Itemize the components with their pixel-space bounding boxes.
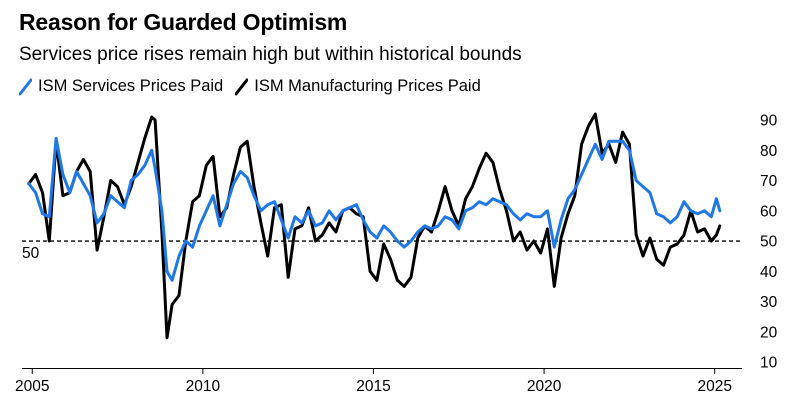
y-tick-label: 70 — [760, 173, 778, 190]
series-layer — [27, 112, 722, 340]
x-tick-label: 2015 — [356, 378, 390, 395]
y-tick-label: 50 — [760, 234, 778, 251]
legend-label-services: ISM Services Prices Paid — [38, 77, 224, 95]
y-tick-label: 60 — [760, 203, 778, 220]
x-tick-label: 2005 — [15, 378, 49, 395]
legend-swatch-manufacturing — [235, 78, 249, 95]
y-tick-label: 30 — [760, 294, 778, 311]
y-tick-label: 80 — [760, 143, 778, 160]
series-line-manufacturing — [27, 112, 722, 340]
y-tick-label: 40 — [760, 264, 778, 281]
reference-line-label: 50 — [22, 245, 40, 262]
chart-subtitle: Services price rises remain high but wit… — [19, 44, 522, 65]
x-tick-label: 2025 — [697, 378, 731, 395]
x-axis: 2005 2010 2015 2020 2025 — [15, 368, 742, 395]
y-tick-label: 10 — [760, 355, 778, 372]
x-tick-label: 2010 — [186, 378, 221, 395]
legend-label-manufacturing: ISM Manufacturing Prices Paid — [254, 77, 481, 95]
series-line-services — [27, 136, 722, 282]
legend-swatch-services — [19, 78, 32, 95]
chart-title: Reason for Guarded Optimism — [19, 9, 348, 35]
legend-item-manufacturing: ISM Manufacturing Prices Paid — [235, 77, 481, 96]
x-tick-label: 2020 — [527, 378, 562, 395]
y-tick-label: 90 — [760, 113, 778, 130]
reference-line-group: 50 — [22, 240, 742, 262]
y-axis: 90 80 70 60 50 40 30 20 10 — [760, 113, 778, 372]
y-tick-label: 20 — [760, 324, 778, 341]
chart-legend: ISM Services Prices Paid ISM Manufacturi… — [19, 77, 481, 96]
legend-item-services: ISM Services Prices Paid — [19, 77, 223, 96]
